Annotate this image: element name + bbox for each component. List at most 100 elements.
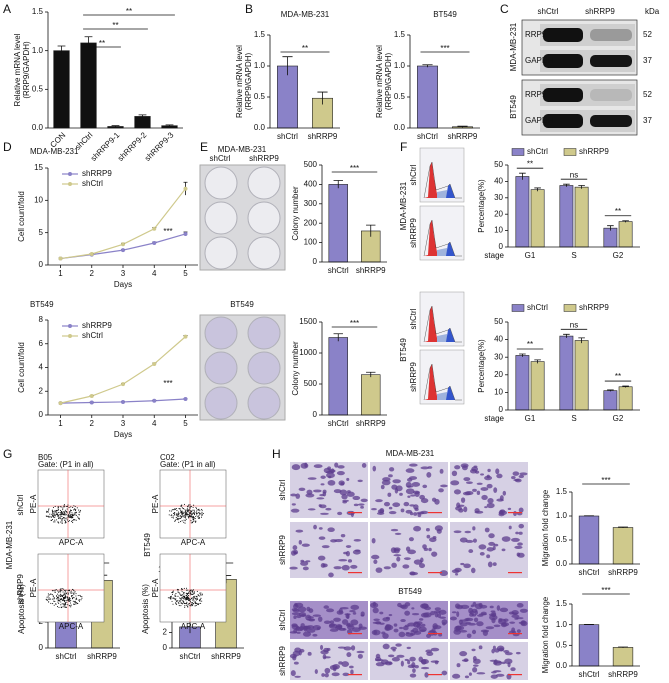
flow-dot bbox=[186, 511, 189, 513]
flow-dot bbox=[183, 519, 185, 521]
y-tick-label: 0.0 bbox=[32, 123, 44, 132]
cell-blob bbox=[357, 653, 363, 659]
panel-label: E bbox=[200, 140, 208, 154]
flow-dot bbox=[71, 512, 73, 514]
flow-dot bbox=[199, 513, 201, 515]
plate-well bbox=[204, 351, 238, 385]
cell-blob bbox=[459, 651, 468, 657]
y-tick-label: 5 bbox=[39, 228, 44, 237]
cell-blob bbox=[388, 474, 393, 478]
cell-blob bbox=[458, 619, 463, 625]
cell-blob bbox=[314, 669, 318, 674]
cell-blob bbox=[350, 564, 358, 569]
cell-blob bbox=[333, 489, 342, 494]
x-axis-label: stage bbox=[484, 251, 504, 260]
cell-blob bbox=[293, 661, 299, 665]
flow-dot bbox=[174, 594, 176, 596]
flow-dot bbox=[190, 605, 192, 607]
x-tick-label: G2 bbox=[613, 251, 624, 260]
x-tick-label: shCtrl bbox=[328, 266, 349, 275]
cell-blob bbox=[456, 663, 461, 668]
flow-dot bbox=[201, 600, 203, 602]
cell-line-label: BT549 bbox=[143, 533, 152, 557]
flow-dot bbox=[60, 590, 62, 592]
cell-blob bbox=[454, 465, 461, 470]
flow-dot bbox=[183, 592, 185, 594]
x-tick-label: shCtrl bbox=[56, 652, 77, 661]
flow-dot bbox=[172, 590, 174, 592]
flow-dot bbox=[187, 516, 189, 518]
flow-dot bbox=[181, 594, 183, 596]
flow-dot bbox=[201, 511, 203, 513]
plate-well bbox=[204, 236, 238, 270]
cell-blob bbox=[302, 566, 309, 571]
cell-blob bbox=[341, 661, 350, 667]
flow-dot bbox=[180, 511, 182, 513]
cell-blob bbox=[462, 491, 471, 496]
flow-dot bbox=[196, 595, 198, 598]
chart-title: BT549 bbox=[433, 10, 457, 19]
cell-blob bbox=[318, 536, 326, 540]
cell-blob bbox=[407, 659, 411, 665]
flow-dot bbox=[79, 594, 81, 597]
flow-dot bbox=[57, 517, 60, 519]
bar bbox=[574, 340, 589, 411]
cell-blob bbox=[478, 645, 483, 650]
cell-blob bbox=[438, 488, 444, 493]
flow-dot bbox=[200, 516, 203, 518]
flow-dot bbox=[75, 602, 77, 604]
cell-blob bbox=[346, 652, 352, 658]
cell-blob bbox=[426, 534, 431, 539]
cell-blob bbox=[466, 481, 473, 485]
data-point bbox=[183, 231, 188, 236]
x-tick-label: shRRP9 bbox=[608, 568, 638, 577]
flow-dot bbox=[70, 596, 73, 598]
y-tick-label: 0.5 bbox=[556, 640, 568, 649]
cell-blob bbox=[411, 607, 415, 610]
cell-blob bbox=[420, 659, 429, 665]
cell-blob bbox=[472, 488, 477, 492]
scale-bar bbox=[508, 674, 522, 676]
flow-dot bbox=[51, 512, 54, 514]
y-axis-label: Colony number bbox=[291, 186, 300, 241]
flow-dot bbox=[201, 513, 203, 515]
flow-dot bbox=[57, 593, 59, 595]
cell-blob bbox=[302, 631, 312, 637]
flow-dot bbox=[186, 598, 188, 600]
flow-dot bbox=[53, 512, 55, 514]
flow-dot bbox=[66, 596, 69, 598]
flow-dot bbox=[181, 591, 183, 593]
y-tick-label: 200 bbox=[304, 218, 318, 227]
cell-blob bbox=[379, 611, 384, 615]
series-line bbox=[60, 336, 186, 404]
flow-dot bbox=[54, 589, 56, 592]
error-bar bbox=[333, 333, 343, 342]
cell-blob bbox=[420, 666, 430, 670]
cell-blob bbox=[407, 664, 416, 669]
flow-dot bbox=[191, 593, 193, 595]
flow-dot bbox=[181, 596, 183, 598]
flow-axis: APC-A bbox=[59, 622, 84, 631]
flow-dot bbox=[181, 588, 183, 590]
cell-blob bbox=[421, 623, 426, 627]
flow-frame bbox=[159, 553, 227, 623]
flow-dot bbox=[51, 519, 53, 521]
cell-blob bbox=[387, 654, 395, 658]
cell-blob bbox=[474, 610, 478, 615]
flow-dot bbox=[190, 602, 192, 604]
cell-blob bbox=[519, 608, 528, 613]
bar bbox=[134, 116, 151, 129]
cell-blob bbox=[312, 614, 321, 617]
bar bbox=[603, 227, 618, 248]
x-tick-label: 1 bbox=[58, 419, 63, 428]
x-tick-label: shRRP9 bbox=[608, 670, 638, 679]
flow-dot bbox=[174, 519, 176, 521]
flow-dot bbox=[189, 604, 191, 606]
flow-dot bbox=[180, 515, 182, 517]
flow-dot bbox=[192, 512, 194, 514]
flow-dot bbox=[64, 591, 66, 593]
cell-blob bbox=[402, 625, 409, 631]
error-bar bbox=[622, 220, 629, 223]
cell-blob bbox=[409, 463, 418, 467]
row-label: shCtrl bbox=[278, 479, 287, 500]
